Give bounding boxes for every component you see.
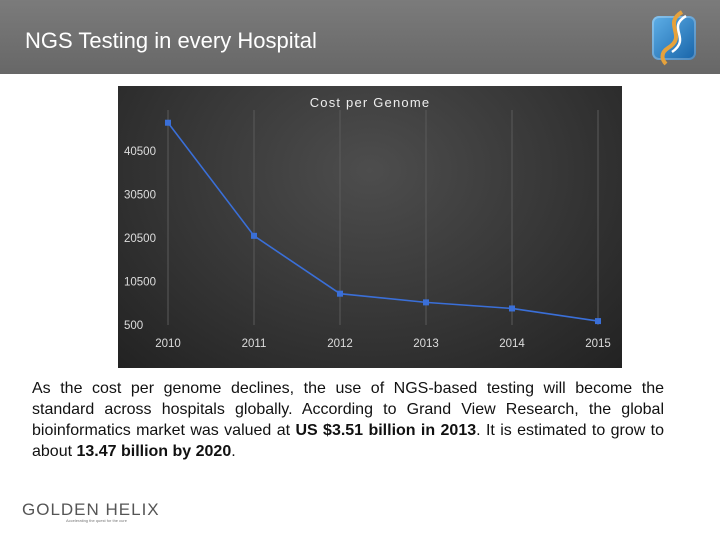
chart-svg: Cost per Genome 40500 30500 20500 10500 500 20… (124, 95, 611, 350)
x-tick-label: 2011 (242, 338, 267, 350)
data-point-2015 (595, 318, 601, 325)
x-tick-label: 2015 (585, 338, 611, 350)
y-tick-label: 20500 (124, 233, 156, 245)
title-bar: NGS Testing in every Hospital (0, 0, 720, 74)
data-point-2011 (251, 232, 257, 239)
paragraph-text-1: As the cost per genome declines, the use… (32, 380, 664, 439)
x-tick-label: 2014 (499, 338, 525, 350)
body-paragraph: As the cost per genome declines, the use… (32, 378, 664, 462)
cost-chart: Cost per Genome 40500 30500 20500 10500 500 20… (118, 86, 622, 368)
series-line-0 (167, 122, 599, 322)
logo-tagline: Accelerating the quest for the cure (66, 518, 127, 523)
y-tick-label: 30500 (124, 190, 156, 202)
slide-title: NGS Testing in every Hospital (25, 28, 317, 53)
golden-helix-logo: GOLDEN HELIX (22, 500, 160, 519)
paragraph-text-2: . It is estimated to grow to about (32, 422, 665, 460)
y-tick-label: 40500 (124, 146, 156, 158)
dna-logo-icon (652, 10, 696, 66)
y-tick-label: 500 (124, 320, 143, 332)
paragraph-bold-2: 13.47 billion by 2020 (76, 443, 232, 460)
data-point-2010 (165, 119, 171, 126)
y-tick-label: 10500 (124, 277, 156, 289)
data-point-2014 (509, 305, 515, 312)
x-tick-label: 2013 (413, 338, 439, 350)
x-tick-label: 2010 (155, 338, 181, 350)
data-point-2013 (423, 299, 429, 306)
paragraph-bold-1: US $3.51 billion in 2013 (295, 422, 477, 439)
paragraph-text-3: . (231, 443, 236, 460)
chart-title: Cost per Genome (310, 95, 431, 110)
data-point-2012 (337, 290, 343, 297)
x-tick-label: 2012 (327, 338, 353, 350)
